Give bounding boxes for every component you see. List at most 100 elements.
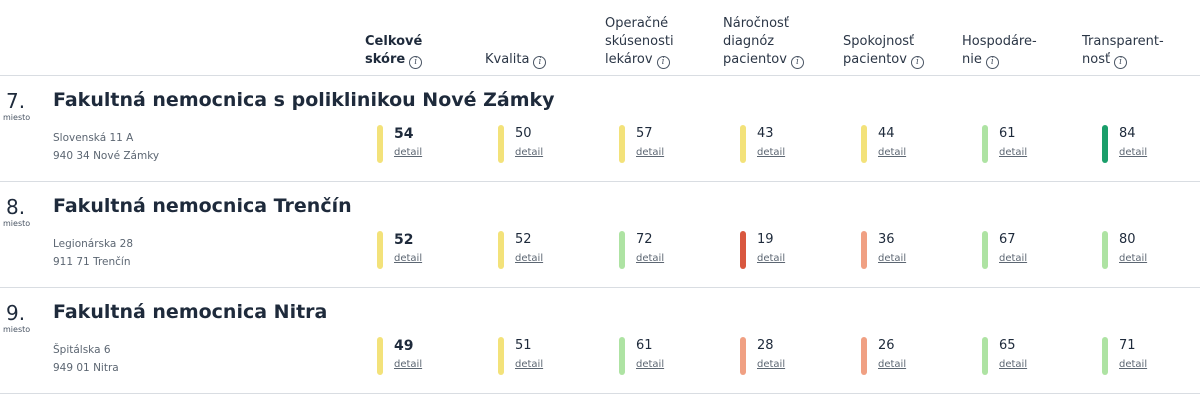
info-icon[interactable]: i	[409, 56, 423, 69]
hospital-row: 8. miesto Fakultná nemocnica Trenčín Legion…	[0, 181, 1200, 287]
hospital-name: Fakultná nemocnica Trenčín	[53, 195, 352, 217]
column-header-text: skúsenosti	[605, 34, 674, 49]
score-indicator-bar	[982, 125, 988, 163]
score-value: 84	[1119, 126, 1136, 141]
score-value: 28	[757, 338, 774, 353]
score-value: 52	[515, 232, 532, 247]
info-icon[interactable]: i	[790, 56, 804, 69]
column-header-narocnost-diagnoz: Náročnosť diagnóz pacientov i	[723, 15, 804, 69]
detail-link[interactable]: detail	[878, 359, 907, 370]
column-header-text: Operačné	[605, 16, 669, 31]
address-city: 940 34 Nové Zámky	[53, 150, 160, 162]
score-indicator-bar	[982, 231, 988, 269]
address-city: 949 01 Nitra	[53, 362, 119, 374]
detail-link[interactable]: detail	[515, 147, 544, 158]
detail-link[interactable]: detail	[636, 359, 665, 370]
score-value: 72	[636, 232, 653, 247]
column-header-spokojnost-pacientov: Spokojnosť pacientov i	[843, 33, 924, 69]
score-indicator-bar	[740, 125, 746, 163]
column-header-text: Celkové	[365, 34, 423, 49]
score-indicator-bar	[861, 125, 867, 163]
column-header-text: pacientov	[843, 52, 907, 67]
score-indicator-bar	[982, 337, 988, 375]
score-value: 43	[757, 126, 774, 141]
score-indicator-bar	[861, 337, 867, 375]
score-indicator-bar	[377, 231, 383, 269]
rank-label: miesto	[3, 325, 31, 334]
detail-link[interactable]: detail	[1119, 147, 1148, 158]
column-header-text: pacientov	[723, 52, 787, 67]
score-value: 80	[1119, 232, 1136, 247]
info-icon[interactable]: i	[656, 56, 670, 69]
score-value: 54	[394, 126, 414, 142]
hospital-address: Špitálska 6 949 01 Nitra	[53, 341, 119, 377]
column-header-text: Kvalita	[485, 52, 530, 67]
column-header-text: skóre	[365, 52, 406, 67]
score-value: 52	[394, 232, 414, 248]
score-indicator-bar	[619, 125, 625, 163]
score-indicator-bar	[377, 337, 383, 375]
detail-link[interactable]: detail	[999, 253, 1028, 264]
column-header-transparentnost: Transparent-nosť i	[1082, 33, 1164, 69]
detail-link[interactable]: detail	[878, 253, 907, 264]
hospital-row: 7. miesto Fakultná nemocnica s polikliniko…	[0, 75, 1200, 181]
column-header-text: diagnóz	[723, 34, 775, 49]
rank-number: 8.	[6, 195, 26, 219]
info-icon[interactable]: i	[533, 56, 547, 69]
score-value: 36	[878, 232, 895, 247]
score-indicator-bar	[861, 231, 867, 269]
score-value: 50	[515, 126, 532, 141]
column-header-text: Náročnosť	[723, 16, 789, 31]
score-indicator-bar	[1102, 231, 1108, 269]
detail-link[interactable]: detail	[757, 147, 786, 158]
rank-number: 9.	[6, 301, 26, 325]
hospital-address: Legionárska 28 911 71 Trenčín	[53, 235, 133, 271]
detail-link[interactable]: detail	[394, 147, 423, 158]
column-header-text: Transparent-	[1082, 34, 1164, 49]
divider	[0, 393, 1200, 394]
score-value: 44	[878, 126, 895, 141]
column-header-operacne-skusenosti: Operačné skúsenosti lekárov i	[605, 15, 674, 69]
score-value: 65	[999, 338, 1016, 353]
address-street: Slovenská 11 A	[53, 132, 134, 144]
column-header-text: Hospodáre-	[962, 34, 1037, 49]
score-value: 49	[394, 338, 414, 354]
detail-link[interactable]: detail	[757, 253, 786, 264]
score-indicator-bar	[740, 337, 746, 375]
detail-link[interactable]: detail	[1119, 359, 1148, 370]
detail-link[interactable]: detail	[757, 359, 786, 370]
score-value: 61	[999, 126, 1016, 141]
address-street: Legionárska 28	[53, 238, 134, 250]
info-icon[interactable]: i	[985, 56, 999, 69]
score-indicator-bar	[498, 125, 504, 163]
info-icon[interactable]: i	[910, 56, 924, 69]
ranking-list: 7. miesto Fakultná nemocnica s polikliniko…	[0, 75, 1200, 393]
score-indicator-bar	[377, 125, 383, 163]
detail-link[interactable]: detail	[878, 147, 907, 158]
detail-link[interactable]: detail	[636, 253, 665, 264]
detail-link[interactable]: detail	[394, 253, 423, 264]
column-header-text: nie	[962, 52, 982, 67]
rank-number: 7.	[6, 89, 26, 113]
score-value: 51	[515, 338, 532, 353]
detail-link[interactable]: detail	[636, 147, 665, 158]
info-icon[interactable]: i	[1114, 56, 1128, 69]
score-value: 26	[878, 338, 895, 353]
detail-link[interactable]: detail	[515, 253, 544, 264]
detail-link[interactable]: detail	[999, 147, 1028, 158]
score-value: 67	[999, 232, 1016, 247]
column-header-celkove-skore: Celkové skóre i	[365, 33, 422, 69]
score-value: 57	[636, 126, 653, 141]
detail-link[interactable]: detail	[515, 359, 544, 370]
table-header: Celkové skóre i Kvalita i Operačné skúsenosti l…	[0, 0, 1200, 75]
score-indicator-bar	[1102, 337, 1108, 375]
score-indicator-bar	[498, 337, 504, 375]
detail-link[interactable]: detail	[1119, 253, 1148, 264]
score-indicator-bar	[498, 231, 504, 269]
score-indicator-bar	[619, 231, 625, 269]
detail-link[interactable]: detail	[999, 359, 1028, 370]
column-header-hospodarenie: Hospodáre-nie i	[962, 33, 1037, 69]
column-header-text: lekárov	[605, 52, 653, 67]
address-street: Špitálska 6	[53, 344, 111, 356]
detail-link[interactable]: detail	[394, 359, 423, 370]
